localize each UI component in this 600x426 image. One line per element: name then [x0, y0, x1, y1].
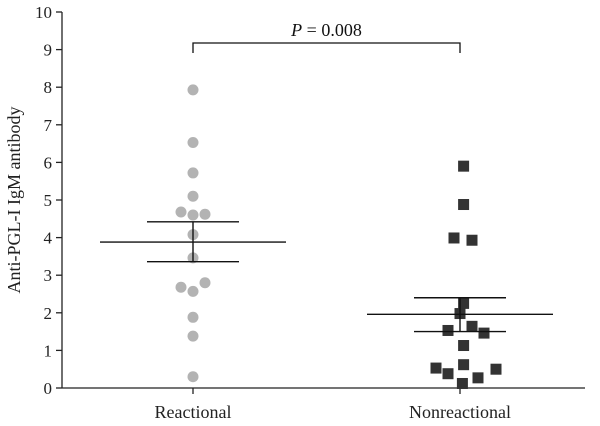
- data-point: [187, 167, 199, 179]
- data-point: [458, 340, 470, 352]
- p-value: = 0.008: [302, 20, 362, 40]
- data-point: [430, 362, 442, 374]
- data-point: [187, 190, 199, 202]
- data-point: [187, 311, 199, 323]
- y-tick-label: 5: [44, 191, 53, 210]
- data-point: [175, 281, 187, 293]
- y-tick-label: 1: [44, 341, 53, 360]
- data-point: [478, 327, 490, 339]
- data-point: [490, 363, 502, 375]
- data-point: [472, 372, 484, 384]
- y-tick-label: 0: [44, 379, 53, 398]
- data-point: [187, 84, 199, 96]
- data-point: [187, 285, 199, 297]
- data-point: [448, 232, 460, 244]
- y-tick-label: 6: [44, 153, 53, 172]
- data-points: [175, 84, 502, 389]
- y-tick-label: 9: [44, 41, 53, 60]
- data-point: [466, 320, 478, 332]
- data-point: [442, 368, 454, 380]
- x-tick-label: Reactional: [155, 402, 232, 422]
- y-tick-label: 3: [44, 266, 53, 285]
- data-point: [187, 209, 199, 221]
- y-ticks: 0 1 2 3 4 5 6 7 8 9 10: [35, 3, 62, 398]
- data-point: [442, 324, 454, 336]
- y-tick-label: 8: [44, 78, 53, 97]
- significance-annotation: P = 0.008: [192, 20, 461, 53]
- data-point: [187, 136, 199, 148]
- y-tick-label: 4: [44, 229, 53, 248]
- data-point: [458, 297, 470, 309]
- y-axis-title: Anti-PGL-I IgM antibody: [4, 107, 24, 294]
- data-point: [199, 277, 211, 289]
- data-point: [175, 206, 187, 218]
- data-point: [458, 199, 470, 211]
- data-point: [187, 371, 199, 383]
- y-tick-label: 2: [44, 304, 53, 323]
- significance-bracket: [192, 42, 461, 53]
- data-point: [458, 359, 470, 371]
- mean-sem-bars: [100, 221, 553, 333]
- y-tick-label: 7: [44, 116, 53, 135]
- y-tick-label: 10: [35, 3, 52, 22]
- data-point: [456, 377, 468, 389]
- data-point: [466, 234, 478, 246]
- x-tick-labels: Reactional Nonreactional: [155, 402, 511, 422]
- axes: [61, 12, 585, 394]
- data-point: [458, 160, 470, 172]
- p-symbol: P: [290, 20, 302, 40]
- data-point: [187, 330, 199, 342]
- p-value-label: P = 0.008: [290, 20, 362, 40]
- x-tick-label: Nonreactional: [409, 402, 511, 422]
- data-point: [199, 208, 211, 220]
